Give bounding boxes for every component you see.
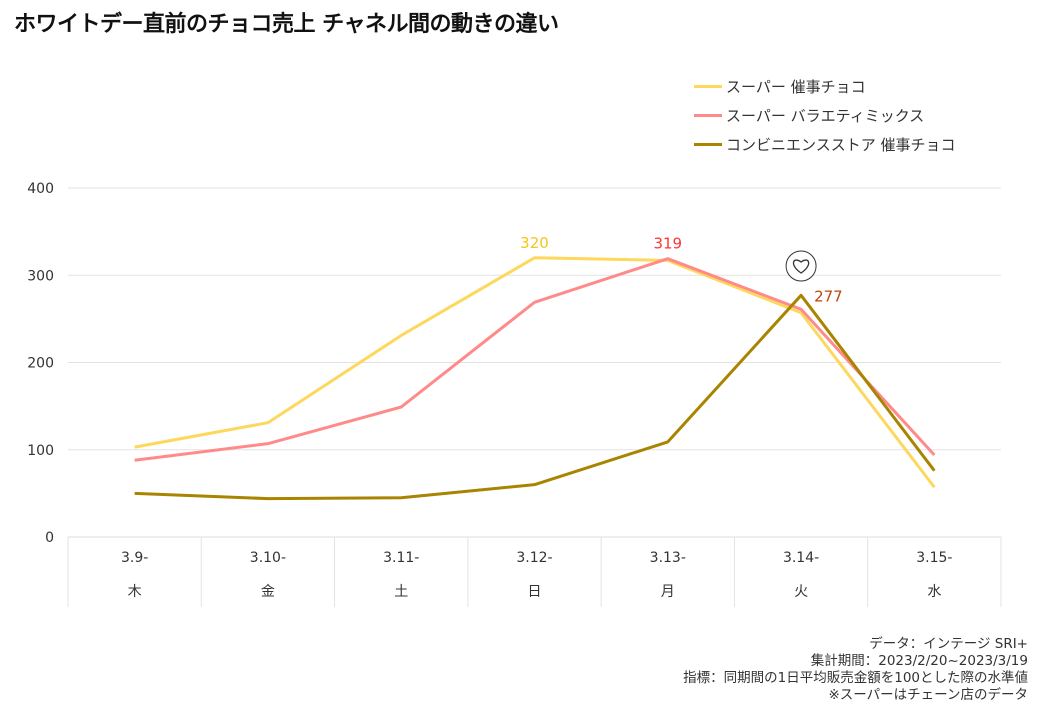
x-tick-label: 3.12- bbox=[516, 550, 552, 566]
data-label: 277 bbox=[814, 287, 843, 305]
x-tick-day-label: 火 bbox=[794, 584, 808, 600]
y-tick-label: 200 bbox=[27, 356, 54, 372]
y-tick-label: 400 bbox=[27, 181, 54, 197]
x-tick-label: 3.13- bbox=[650, 550, 686, 566]
x-tick-day-label: 水 bbox=[927, 584, 941, 600]
legend-label: コンビニエンスストア 催事チョコ bbox=[726, 136, 956, 154]
note-line: 指標：同期間の1日平均販売金額を100とした際の水準値 bbox=[683, 670, 1028, 686]
y-tick-label: 0 bbox=[45, 530, 54, 546]
legend-swatch bbox=[694, 143, 722, 146]
x-tick-day-label: 日 bbox=[528, 584, 542, 600]
legend-item: スーパー バラエティミックス bbox=[694, 101, 955, 130]
legend: スーパー 催事チョコ スーパー バラエティミックス コンビニエンスストア 催事チ… bbox=[694, 72, 955, 159]
x-tick-label: 3.9- bbox=[121, 550, 148, 566]
note-line: 集計期間：2023/2/20~2023/3/19 bbox=[810, 653, 1028, 669]
x-tick-day-label: 木 bbox=[128, 584, 142, 600]
chart-title: ホワイトデー直前のチョコ売上 チャネル間の動きの違い bbox=[14, 12, 559, 37]
y-tick-label: 300 bbox=[27, 268, 54, 284]
x-tick-day-label: 金 bbox=[261, 584, 275, 600]
data-label: 319 bbox=[653, 235, 682, 253]
x-tick-label: 3.14- bbox=[783, 550, 819, 566]
legend-item: スーパー 催事チョコ bbox=[694, 72, 955, 101]
x-tick-label: 3.11- bbox=[383, 550, 419, 566]
heart-icon bbox=[792, 259, 810, 274]
legend-label: スーパー 催事チョコ bbox=[726, 78, 866, 96]
legend-swatch bbox=[694, 85, 722, 88]
x-tick-day-label: 土 bbox=[394, 584, 408, 600]
source-notes: データ：インテージ SRI+ 集計期間：2023/2/20~2023/3/19 … bbox=[683, 636, 1028, 704]
legend-label: スーパー バラエティミックス bbox=[726, 107, 925, 125]
x-tick-label: 3.10- bbox=[250, 550, 286, 566]
legend-swatch bbox=[694, 114, 722, 117]
x-tick-label: 3.15- bbox=[916, 550, 952, 566]
legend-item: コンビニエンスストア 催事チョコ bbox=[694, 130, 955, 159]
y-tick-label: 100 bbox=[27, 443, 54, 459]
note-line: データ：インテージ SRI+ bbox=[869, 636, 1028, 652]
note-line: ※スーパーはチェーン店のデータ bbox=[828, 687, 1028, 703]
heart-icon-circle bbox=[785, 250, 817, 282]
x-tick-day-label: 月 bbox=[661, 584, 675, 600]
data-label: 320 bbox=[520, 234, 549, 252]
